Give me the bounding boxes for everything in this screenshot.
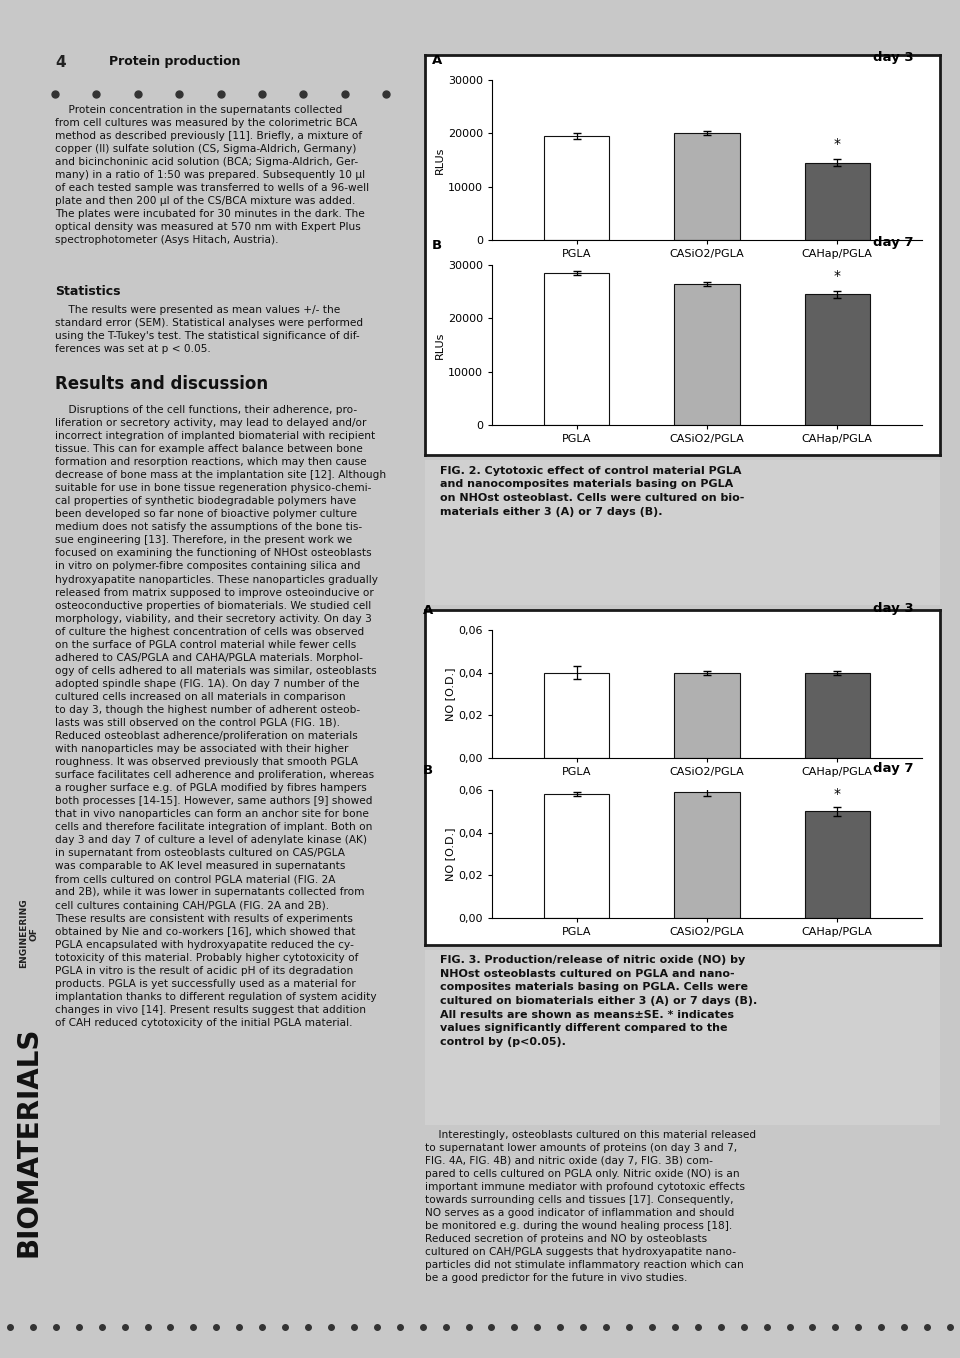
Y-axis label: NO [O.D.]: NO [O.D.] xyxy=(445,667,456,721)
Bar xyxy=(804,163,870,240)
Text: *: * xyxy=(834,137,841,151)
Bar xyxy=(544,672,610,758)
Bar xyxy=(804,295,870,425)
Text: ENGINEERING
OF: ENGINEERING OF xyxy=(19,899,38,968)
Bar xyxy=(675,284,739,425)
Bar xyxy=(544,794,610,918)
Text: Disruptions of the cell functions, their adherence, pro-
liferation or secretory: Disruptions of the cell functions, their… xyxy=(55,405,386,1028)
Bar xyxy=(544,273,610,425)
Text: A: A xyxy=(423,604,434,617)
Text: day 7: day 7 xyxy=(873,236,913,249)
Text: *: * xyxy=(834,786,841,801)
Bar xyxy=(675,672,739,758)
Text: A: A xyxy=(432,54,442,67)
Bar xyxy=(804,811,870,918)
Y-axis label: NO [O.D.]: NO [O.D.] xyxy=(445,827,456,881)
Bar xyxy=(804,672,870,758)
Text: Statistics: Statistics xyxy=(55,285,121,297)
Bar xyxy=(544,136,610,240)
Text: Protein production: Protein production xyxy=(109,56,241,68)
Text: FIG. 2. Cytotoxic effect of control material PGLA
and nanocomposites materials b: FIG. 2. Cytotoxic effect of control mate… xyxy=(441,466,745,516)
Text: FIG. 3. Production/release of nitric oxide (NO) by
NHOst osteoblasts cultured on: FIG. 3. Production/release of nitric oxi… xyxy=(441,955,757,1047)
Text: BIOMATERIALS: BIOMATERIALS xyxy=(14,1027,42,1258)
Text: The results were presented as mean values +/- the
standard error (SEM). Statisti: The results were presented as mean value… xyxy=(55,306,363,354)
Text: Interestingly, osteoblasts cultured on this material released
to supernatant low: Interestingly, osteoblasts cultured on t… xyxy=(425,1130,756,1283)
Text: day 3: day 3 xyxy=(873,52,913,64)
Bar xyxy=(675,133,739,240)
Text: day 7: day 7 xyxy=(873,762,913,774)
Text: *: * xyxy=(834,269,841,282)
Text: 4: 4 xyxy=(55,56,65,71)
Text: Protein concentration in the supernatants collected
from cell cultures was measu: Protein concentration in the supernatant… xyxy=(55,105,370,246)
Text: B: B xyxy=(423,765,433,777)
Y-axis label: RLUs: RLUs xyxy=(435,331,445,359)
Text: B: B xyxy=(432,239,442,253)
Y-axis label: RLUs: RLUs xyxy=(435,147,445,174)
Text: Results and discussion: Results and discussion xyxy=(55,375,268,392)
Text: day 3: day 3 xyxy=(873,602,913,615)
Bar xyxy=(675,792,739,918)
